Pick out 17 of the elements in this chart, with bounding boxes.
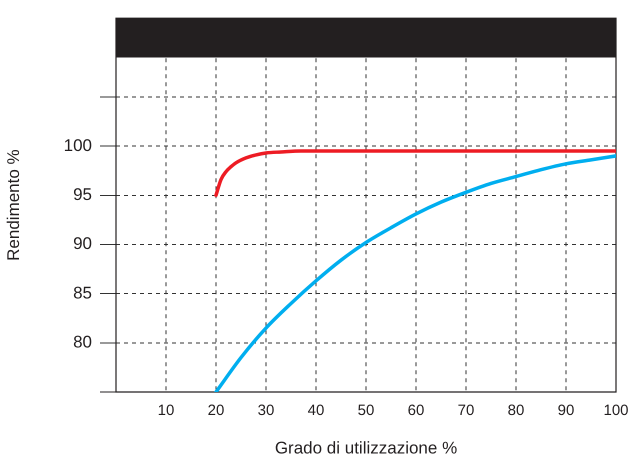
x-tick-label: 50 — [358, 402, 374, 420]
x-tick-label: 90 — [558, 402, 574, 420]
y-tick-label: 90 — [73, 234, 92, 254]
x-tick-label: 70 — [458, 402, 474, 420]
x-tick-label: 80 — [508, 402, 524, 420]
x-axis-title: Grado di utilizzazione % — [274, 438, 458, 458]
x-tick-label: 100 — [603, 402, 629, 420]
y-axis-title: Rendimento % — [4, 149, 23, 261]
y-tick-label: 95 — [73, 184, 92, 204]
x-tick-label: 30 — [258, 402, 274, 420]
x-tick-label: 20 — [208, 402, 224, 420]
x-tick-label: 10 — [158, 402, 174, 420]
y-tick-label: 80 — [73, 332, 92, 352]
x-tick-label: 40 — [308, 402, 324, 420]
x-tick-label: 60 — [408, 402, 424, 420]
y-tick-label: 100 — [64, 136, 92, 155]
y-tick-label: 85 — [73, 283, 92, 302]
